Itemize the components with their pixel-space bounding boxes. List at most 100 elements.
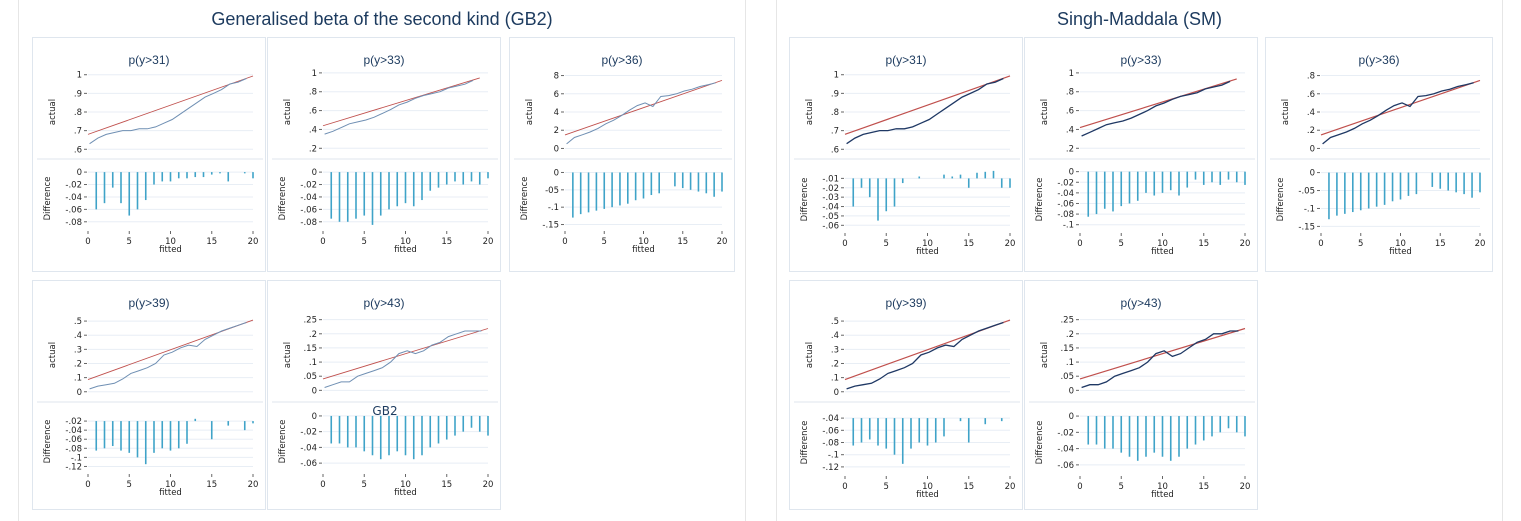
top-tick-label: .6: [74, 145, 82, 155]
top-tick-label: .4: [74, 331, 82, 341]
x-tick-label: 5: [1119, 239, 1124, 249]
top-tick-label: .8: [831, 108, 839, 118]
top-tick-label: .1: [831, 374, 839, 384]
actual-line: [324, 79, 474, 135]
top-tick-label: .4: [831, 331, 839, 341]
bottom-tick-label: -.04: [822, 203, 839, 213]
x-tick-label: 15: [963, 239, 974, 249]
actual-line: [846, 77, 1004, 145]
subplot-subtitle: GB2: [372, 404, 397, 418]
subplot-title: p(y>36): [1358, 53, 1400, 67]
bottom-tick-label: -.06: [300, 205, 317, 215]
bottom-tick-label: -.05: [1298, 187, 1315, 197]
actual-line: [324, 330, 482, 388]
x-tick-label: 0: [842, 482, 847, 492]
x-axis-label: fitted: [916, 247, 939, 257]
bottom-tick-label: -.1: [71, 453, 82, 463]
subplot-svg: 1 .8 .6 .4 .2 actual 0 -.02 -.04 -.06 -.08 Differen…: [272, 69, 498, 255]
bottom-axis-label: Difference: [1276, 178, 1286, 222]
bottom-tick-label: -.02: [300, 428, 317, 438]
bottom-axis-label: Difference: [278, 420, 288, 464]
x-tick-label: 15: [677, 237, 688, 247]
bottom-tick-label: -.15: [1298, 222, 1315, 232]
top-tick-label: .8: [1066, 88, 1074, 98]
top-tick-label: .5: [831, 317, 839, 327]
bottom-tick-label: -.02: [300, 181, 317, 191]
top-tick-label: 1: [834, 71, 839, 81]
bottom-axis-label: Difference: [43, 177, 53, 221]
bottom-axis-label: Difference: [278, 177, 288, 221]
x-tick-label: 5: [884, 482, 889, 492]
subplot-title: p(y>43): [1120, 296, 1162, 310]
top-tick-label: .6: [309, 107, 317, 117]
x-tick-label: 5: [127, 480, 132, 490]
bottom-tick-label: -.04: [300, 193, 317, 203]
subplot-title: p(y>43): [363, 296, 405, 310]
bottom-tick-label: -05: [545, 186, 559, 196]
bottom-tick-label: -.08: [65, 218, 82, 228]
top-tick-label: .1: [309, 358, 317, 368]
x-axis-label: fitted: [394, 245, 417, 255]
top-tick-label: .1: [1066, 358, 1074, 368]
x-tick-label: 5: [127, 237, 132, 247]
bottom-tick-label: -.04: [300, 443, 317, 453]
top-tick-label: .2: [74, 359, 82, 369]
x-axis-label: fitted: [1151, 247, 1174, 257]
x-tick-label: 0: [1077, 239, 1082, 249]
bottom-tick-label: -.1: [828, 451, 839, 461]
actual-line: [89, 78, 247, 145]
top-tick-label: .9: [74, 89, 82, 99]
x-axis-label: fitted: [159, 488, 182, 498]
top-axis-label: actual: [283, 342, 293, 368]
top-tick-label: 8: [554, 72, 559, 82]
x-tick-label: 10: [165, 237, 176, 247]
gb2-panel: Generalised beta of the second kind (GB2…: [18, 0, 746, 521]
x-tick-label: 5: [362, 237, 367, 247]
subplot-title: p(y>31): [885, 53, 927, 67]
x-tick-label: 10: [1395, 239, 1406, 249]
x-axis-label: fitted: [1151, 490, 1174, 500]
x-tick-label: 0: [842, 239, 847, 249]
bottom-tick-label: 0: [1069, 412, 1074, 422]
fitted-line: [322, 328, 489, 380]
x-tick-label: 5: [884, 239, 889, 249]
bottom-tick-label: -.06: [300, 459, 317, 469]
bottom-tick-label: -.03: [822, 193, 839, 203]
bottom-axis-label: Difference: [43, 420, 53, 464]
top-tick-label: 0: [834, 388, 839, 398]
x-axis-label: fitted: [1389, 247, 1412, 257]
bottom-tick-label: 0: [554, 168, 559, 178]
x-tick-label: 20: [483, 237, 494, 247]
actual-line: [89, 322, 247, 390]
x-axis-label: fitted: [916, 490, 939, 500]
top-tick-label: .05: [303, 372, 317, 382]
bottom-tick-label: 0: [1069, 168, 1074, 178]
subplot-cell: p(y>31) 1 .9 .8 .7 .6 actual 0 -.02 -.04 -.06 -.08 D…: [32, 37, 266, 272]
sm-panel: Singh-Maddala (SM) p(y>31) 1 .9 .8 .7 .6 actua…: [776, 0, 1503, 521]
bottom-tick-label: -.04: [1057, 189, 1074, 199]
fitted-line: [322, 77, 480, 127]
subplot-title: p(y>33): [363, 53, 405, 67]
top-tick-label: .7: [74, 127, 82, 137]
fitted-line: [844, 75, 1011, 135]
top-axis-label: actual: [1040, 342, 1050, 368]
bottom-axis-label: Difference: [800, 178, 810, 222]
x-tick-label: 20: [1240, 482, 1251, 492]
bottom-tick-label: -.02: [1057, 428, 1074, 438]
bottom-tick-label: -.02: [1057, 178, 1074, 188]
x-tick-label: 20: [1475, 239, 1486, 249]
x-tick-label: 15: [206, 480, 217, 490]
top-tick-label: .3: [831, 345, 839, 355]
x-tick-label: 0: [85, 237, 90, 247]
top-tick-label: .15: [1060, 344, 1074, 354]
top-tick-label: .2: [309, 330, 317, 340]
bottom-axis-label: Difference: [800, 421, 810, 465]
x-tick-label: 0: [320, 480, 325, 490]
bottom-tick-label: -.01: [822, 174, 839, 184]
x-tick-label: 10: [1157, 239, 1168, 249]
subplot-title: p(y>31): [128, 53, 170, 67]
bottom-tick-label: -.06: [822, 426, 839, 436]
top-tick-label: 0: [312, 386, 317, 396]
subplot-cell: p(y>39) .5 .4 .3 .2 .1 0 actual -.02 -.04 -.06 -.08…: [32, 280, 266, 510]
bottom-tick-label: -.04: [1057, 445, 1074, 455]
